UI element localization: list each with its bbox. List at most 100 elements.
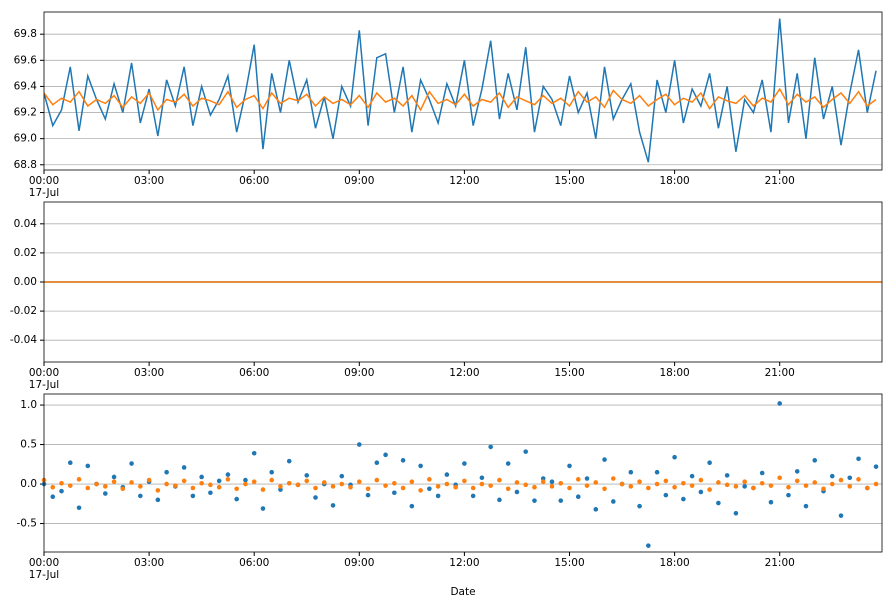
- scatter-point: [514, 480, 520, 485]
- scatter-point: [286, 480, 292, 486]
- scatter-point: [234, 486, 239, 492]
- x-tick-label: 18:00: [659, 175, 689, 187]
- scatter-point: [164, 481, 169, 487]
- scatter-point: [540, 476, 546, 481]
- scatter-point: [602, 457, 607, 462]
- scatter-point: [628, 469, 634, 475]
- scatter-point: [742, 479, 747, 484]
- scatter-point: [681, 480, 686, 486]
- scatter-point: [672, 454, 677, 460]
- scatter-point: [821, 486, 826, 492]
- scatter-point: [733, 510, 739, 516]
- scatter-point: [558, 480, 564, 486]
- series-line: [44, 87, 877, 112]
- scatter-point: [663, 492, 669, 498]
- scatter-point: [584, 483, 590, 488]
- scatter-point: [59, 480, 64, 486]
- y-tick-label: 69.6: [14, 54, 38, 66]
- scatter-point: [164, 469, 169, 475]
- x-tick-label: 15:00: [554, 367, 584, 379]
- scatter-point: [873, 464, 879, 469]
- scatter-point: [269, 477, 275, 483]
- scatter-point: [216, 484, 222, 490]
- x-tick-label: 09:00: [344, 557, 374, 569]
- x-tick-label: 21:00: [765, 367, 795, 379]
- scatter-point: [190, 485, 196, 491]
- scatter-point: [470, 485, 476, 491]
- scatter-point: [243, 481, 248, 487]
- scatter-point: [654, 481, 660, 487]
- scatter-point: [330, 503, 336, 508]
- scatter-point: [505, 486, 511, 492]
- scatter-point: [251, 479, 257, 484]
- scatter-point: [663, 478, 669, 484]
- scatter-point: [829, 481, 835, 487]
- scatter-point: [365, 492, 371, 498]
- scatter-point: [199, 480, 204, 486]
- scatter-point: [76, 505, 82, 511]
- scatter-point: [786, 492, 791, 498]
- scatter-point: [794, 478, 800, 484]
- scatter-point: [383, 452, 388, 458]
- scatter-point: [313, 495, 318, 500]
- x-tick-label: 00:00: [29, 367, 59, 379]
- scatter-point: [374, 477, 380, 483]
- scatter-point: [777, 401, 783, 406]
- scatter-point: [619, 481, 625, 487]
- scatter-point: [540, 479, 546, 484]
- scatter-point: [129, 480, 134, 485]
- x-tick-label: 09:00: [344, 175, 374, 187]
- scatter-point: [59, 488, 64, 494]
- scatter-point: [339, 473, 345, 479]
- x-tick-label: 15:00: [554, 557, 584, 569]
- x-tick-label: 12:00: [449, 557, 479, 569]
- scatter-point: [759, 480, 765, 486]
- scatter-point: [383, 483, 388, 488]
- scatter-point: [532, 484, 537, 490]
- scatter-point: [67, 483, 73, 488]
- scatter-point: [374, 460, 380, 466]
- y-tick-label: 1.0: [20, 399, 37, 411]
- scatter-point: [610, 476, 616, 481]
- y-tick-label: 0.00: [14, 276, 37, 288]
- x-tick-label: 21:00: [765, 557, 795, 569]
- x-tick-label: 00:00: [29, 175, 59, 187]
- scatter-point: [111, 479, 117, 484]
- y-tick-label: 0.5: [20, 439, 37, 451]
- scatter-point: [50, 494, 56, 500]
- scatter-point: [681, 496, 686, 502]
- scatter-point: [269, 469, 275, 475]
- scatter-point: [742, 484, 747, 489]
- scatter-point: [654, 469, 660, 475]
- scatter-point: [400, 485, 406, 491]
- scatter-point: [357, 442, 362, 447]
- scatter-point: [829, 473, 835, 479]
- scatter-point: [470, 493, 476, 499]
- scatter-point: [427, 477, 432, 482]
- scatter-point: [260, 487, 266, 492]
- scatter-point: [803, 483, 809, 488]
- scatter-point: [567, 485, 572, 491]
- y-tick-label: -0.04: [10, 334, 37, 346]
- x-tick-label: 18:00: [659, 367, 689, 379]
- scatter-point: [558, 498, 564, 503]
- scatter-point: [777, 475, 783, 481]
- scatter-point: [357, 479, 362, 484]
- scatter-point: [497, 497, 502, 503]
- scatter-point: [444, 472, 450, 477]
- scatter-point: [803, 503, 809, 509]
- scatter-point: [716, 480, 721, 485]
- scatter-point: [50, 484, 56, 490]
- scatter-point: [418, 463, 423, 469]
- y-tick-label: 0.04: [14, 218, 38, 230]
- scatter-point: [523, 449, 529, 454]
- scatter-point: [847, 475, 853, 481]
- scatter-point: [260, 506, 266, 511]
- scatter-point: [348, 484, 353, 490]
- scatter-point: [138, 484, 143, 489]
- scatter-point: [523, 482, 529, 488]
- x-tick-label: 06:00: [239, 175, 269, 187]
- scatter-point: [85, 485, 91, 491]
- scatter-point: [225, 477, 231, 482]
- scatter-point: [94, 481, 99, 487]
